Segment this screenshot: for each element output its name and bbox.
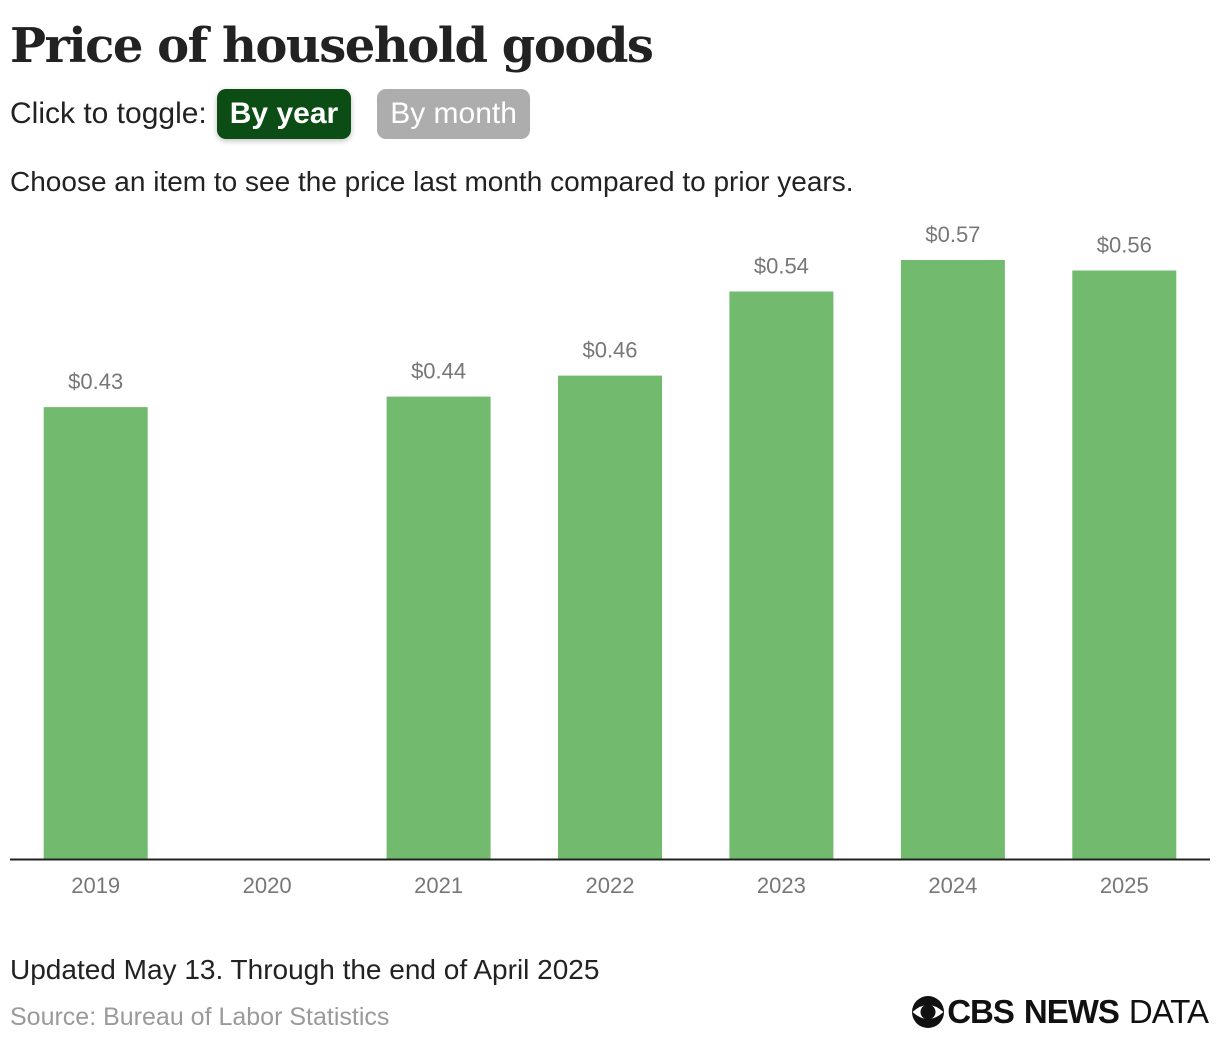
source-note: Source: Bureau of Labor Statistics — [10, 1003, 390, 1031]
bar-2024[interactable] — [900, 260, 1005, 859]
chart-instruction: Choose an item to see the price last mon… — [10, 166, 854, 197]
value-label-2024: $0.57 — [925, 222, 980, 247]
x-tick-label-2025: 2025 — [1100, 873, 1149, 898]
value-label-2025: $0.56 — [1097, 233, 1152, 258]
value-label-2023: $0.54 — [754, 254, 809, 279]
page-title: Price of household goods — [10, 18, 654, 74]
updated-note: Updated May 13. Through the end of April… — [10, 954, 600, 985]
brand-cbs: CBS — [947, 993, 1015, 1030]
bar-2019[interactable] — [43, 407, 148, 859]
x-tick-label-2019: 2019 — [71, 873, 120, 898]
value-label-2021: $0.44 — [411, 359, 466, 384]
x-tick-label-2024: 2024 — [928, 873, 977, 898]
by-month-toggle-button[interactable]: By month — [377, 89, 530, 139]
bar-2025[interactable] — [1072, 270, 1177, 860]
toggle-label: Click to toggle: — [10, 97, 207, 130]
cbs-news-data-logo: CBS NEWS DATA — [911, 990, 1209, 1034]
toggle-row: Click to toggle: By year By month — [10, 88, 556, 140]
cbs-eye-icon — [912, 996, 945, 1028]
brand-news: NEWS — [1023, 993, 1120, 1030]
brand-data: DATA — [1128, 993, 1209, 1030]
bar-chart: $0.43 2019 2020 $0.44 2021 $0.46 2022 $0.54 2023… — [10, 222, 1210, 898]
x-tick-label-2020: 2020 — [243, 873, 292, 898]
x-tick-label-2023: 2023 — [757, 873, 806, 898]
bar-2021[interactable] — [386, 396, 491, 859]
value-label-2022: $0.46 — [582, 338, 637, 363]
x-tick-label-2021: 2021 — [414, 873, 463, 898]
x-tick-label-2022: 2022 — [586, 873, 635, 898]
bar-2022[interactable] — [558, 375, 662, 859]
value-label-2019: $0.43 — [68, 369, 123, 394]
bar-2023[interactable] — [729, 291, 834, 860]
by-year-toggle-button[interactable]: By year — [216, 89, 352, 139]
